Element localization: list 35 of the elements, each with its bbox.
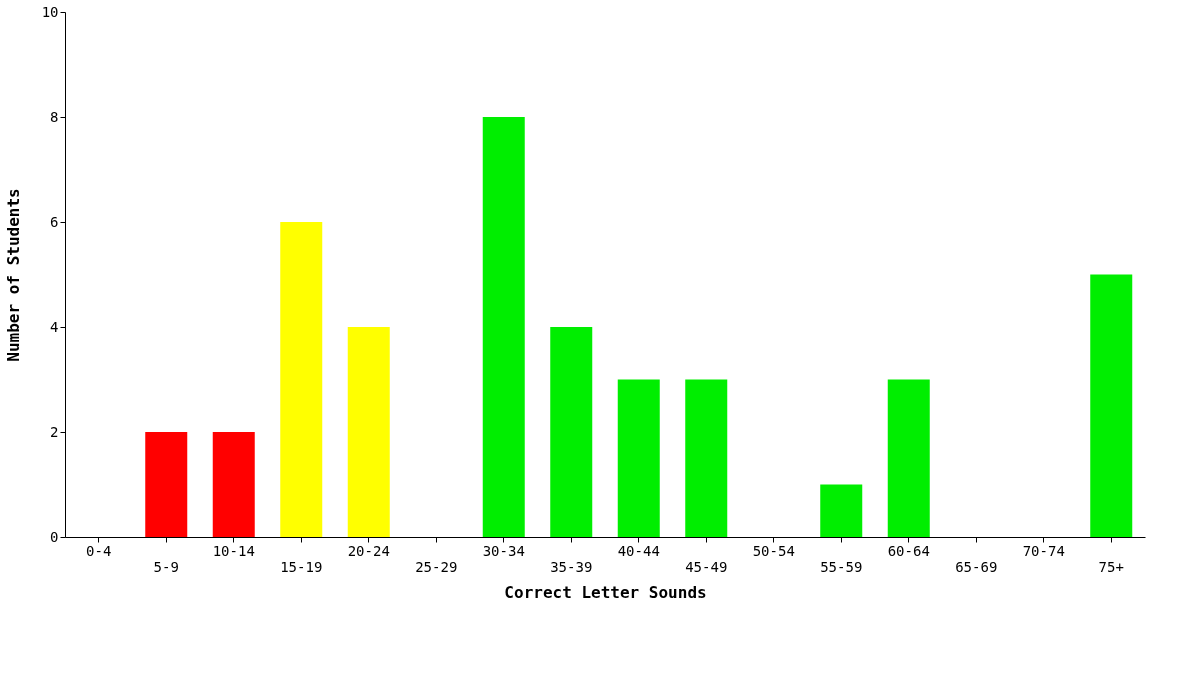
x-tick-label: 10-14 [212,542,255,559]
y-tick-label: 8 [50,108,59,125]
bar [685,379,728,537]
y-tick-label: 0 [50,528,59,545]
x-tick-label: 45-49 [685,558,728,575]
x-tick-label: 15-19 [280,558,323,575]
x-tick-label: 70-74 [1022,542,1065,559]
x-tick-label: 35-39 [550,558,593,575]
bar [482,117,525,537]
x-tick-label: 30-34 [482,542,525,559]
x-axis-title: Correct Letter Sounds [504,582,707,602]
bar [550,327,593,537]
bar [617,379,660,537]
bar [347,327,390,537]
x-tick-label: 5-9 [153,558,179,575]
bar [212,432,255,537]
x-tick-label: 20-24 [347,542,390,559]
y-tick-label: 10 [41,3,59,20]
x-tick-label: 65-69 [955,558,998,575]
x-tick-label: 25-29 [415,558,458,575]
y-axis-title: Number of Students [3,188,23,362]
x-tick-label: 55-59 [820,558,863,575]
y-tick-label: 6 [50,213,59,230]
bar [1090,274,1133,537]
x-tick-label: 0-4 [86,542,112,559]
y-tick-label: 4 [50,318,59,335]
x-tick-label: 50-54 [752,542,795,559]
bar [820,484,863,537]
y-tick-label: 2 [50,423,59,440]
bar [887,379,930,537]
bar [280,222,323,537]
x-tick-label: 40-44 [617,542,660,559]
bar [145,432,188,537]
x-tick-label: 75+ [1098,558,1124,575]
x-tick-label: 60-64 [887,542,930,559]
